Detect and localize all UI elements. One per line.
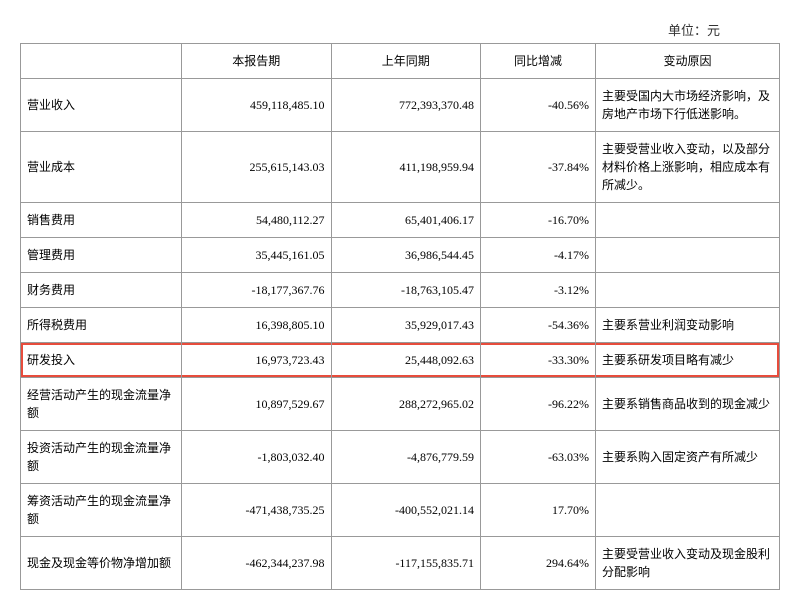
row-reason: 主要系购入固定资产有所减少 (596, 431, 780, 484)
header-prior: 上年同期 (331, 44, 481, 79)
row-label: 现金及现金等价物净增加额 (21, 537, 182, 590)
row-prior: -18,763,105.47 (331, 273, 481, 308)
row-label: 销售费用 (21, 203, 182, 238)
row-prior: 25,448,092.63 (331, 343, 481, 378)
row-prior: 288,272,965.02 (331, 378, 481, 431)
row-current: 459,118,485.10 (182, 79, 332, 132)
table-row: 投资活动产生的现金流量净额-1,803,032.40-4,876,779.59-… (21, 431, 780, 484)
row-change: -16.70% (481, 203, 596, 238)
row-prior: 65,401,406.17 (331, 203, 481, 238)
table-row: 所得税费用16,398,805.1035,929,017.43-54.36%主要… (21, 308, 780, 343)
row-change: -37.84% (481, 132, 596, 203)
table-row: 营业收入459,118,485.10772,393,370.48-40.56%主… (21, 79, 780, 132)
unit-label: 单位：元 (20, 20, 780, 39)
header-row: 本报告期 上年同期 同比增减 变动原因 (21, 44, 780, 79)
row-label: 经营活动产生的现金流量净额 (21, 378, 182, 431)
row-current: 16,973,723.43 (182, 343, 332, 378)
table-row: 管理费用35,445,161.0536,986,544.45-4.17% (21, 238, 780, 273)
row-label: 所得税费用 (21, 308, 182, 343)
table-row: 销售费用54,480,112.2765,401,406.17-16.70% (21, 203, 780, 238)
table-row: 筹资活动产生的现金流量净额-471,438,735.25-400,552,021… (21, 484, 780, 537)
row-current: -471,438,735.25 (182, 484, 332, 537)
row-reason (596, 484, 780, 537)
row-reason: 主要系销售商品收到的现金减少 (596, 378, 780, 431)
row-current: 35,445,161.05 (182, 238, 332, 273)
row-prior: 411,198,959.94 (331, 132, 481, 203)
row-prior: -400,552,021.14 (331, 484, 481, 537)
row-current: -18,177,367.76 (182, 273, 332, 308)
row-change: -96.22% (481, 378, 596, 431)
table-row: 财务费用-18,177,367.76-18,763,105.47-3.12% (21, 273, 780, 308)
row-current: -462,344,237.98 (182, 537, 332, 590)
row-change: 294.64% (481, 537, 596, 590)
table-row: 现金及现金等价物净增加额-462,344,237.98-117,155,835.… (21, 537, 780, 590)
table-row: 经营活动产生的现金流量净额10,897,529.67288,272,965.02… (21, 378, 780, 431)
row-prior: 36,986,544.45 (331, 238, 481, 273)
row-prior: -4,876,779.59 (331, 431, 481, 484)
row-change: -63.03% (481, 431, 596, 484)
row-change: -40.56% (481, 79, 596, 132)
row-change: -54.36% (481, 308, 596, 343)
row-reason: 主要受营业收入变动及现金股利分配影响 (596, 537, 780, 590)
row-change: -33.30% (481, 343, 596, 378)
header-blank (21, 44, 182, 79)
row-reason (596, 203, 780, 238)
row-change: 17.70% (481, 484, 596, 537)
row-label: 财务费用 (21, 273, 182, 308)
row-label: 投资活动产生的现金流量净额 (21, 431, 182, 484)
financial-table: 本报告期 上年同期 同比增减 变动原因 营业收入459,118,485.1077… (20, 43, 780, 590)
row-current: 54,480,112.27 (182, 203, 332, 238)
row-current: 16,398,805.10 (182, 308, 332, 343)
row-prior: -117,155,835.71 (331, 537, 481, 590)
row-label: 筹资活动产生的现金流量净额 (21, 484, 182, 537)
row-reason: 主要受营业收入变动，以及部分材料价格上涨影响，相应成本有所减少。 (596, 132, 780, 203)
row-reason: 主要受国内大市场经济影响，及房地产市场下行低迷影响。 (596, 79, 780, 132)
row-label: 营业收入 (21, 79, 182, 132)
row-reason (596, 238, 780, 273)
row-change: -3.12% (481, 273, 596, 308)
row-current: 10,897,529.67 (182, 378, 332, 431)
row-label: 管理费用 (21, 238, 182, 273)
header-reason: 变动原因 (596, 44, 780, 79)
header-current: 本报告期 (182, 44, 332, 79)
row-label: 研发投入 (21, 343, 182, 378)
row-reason: 主要系营业利润变动影响 (596, 308, 780, 343)
row-reason: 主要系研发项目略有减少 (596, 343, 780, 378)
row-prior: 35,929,017.43 (331, 308, 481, 343)
table-row: 营业成本255,615,143.03411,198,959.94-37.84%主… (21, 132, 780, 203)
row-change: -4.17% (481, 238, 596, 273)
row-current: -1,803,032.40 (182, 431, 332, 484)
row-prior: 772,393,370.48 (331, 79, 481, 132)
row-label: 营业成本 (21, 132, 182, 203)
row-current: 255,615,143.03 (182, 132, 332, 203)
row-reason (596, 273, 780, 308)
header-change: 同比增减 (481, 44, 596, 79)
table-row: 研发投入16,973,723.4325,448,092.63-33.30%主要系… (21, 343, 780, 378)
